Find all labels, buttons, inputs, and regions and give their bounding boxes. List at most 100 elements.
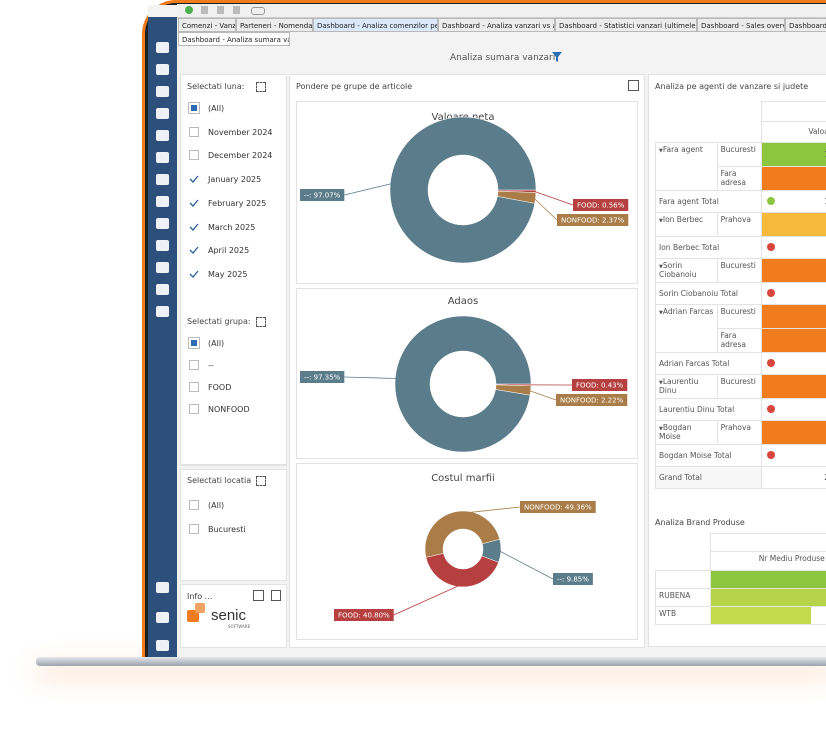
connector	[393, 584, 461, 616]
nav-icon[interactable]	[156, 108, 169, 119]
filter-label: April 2025	[208, 246, 250, 256]
filter-label: NONFOOD	[208, 405, 250, 414]
city-cell: Prahova	[716, 419, 763, 445]
info-title: Info ...	[187, 592, 213, 601]
nav-icon[interactable]	[156, 86, 169, 97]
connector	[344, 376, 398, 379]
filter-icon[interactable]	[552, 52, 562, 62]
status-dot	[767, 359, 776, 367]
tab[interactable]: Dashboard -	[785, 18, 826, 32]
filter-label: Bucuresti	[208, 525, 246, 534]
nav-icon[interactable]	[156, 218, 169, 229]
data-label-box	[300, 371, 345, 383]
tab[interactable]: Dashboard - Statistici vanzari (ultimele…	[555, 18, 697, 32]
tab[interactable]: Comenzi - Vanzari	[178, 18, 236, 32]
tab[interactable]: Dashboard - Sales overview	[697, 18, 785, 32]
brand-name: RUBENA	[659, 590, 691, 600]
panel-title: Analiza pe agenti de vanzare si judete	[655, 82, 809, 91]
nav-icon[interactable]	[156, 306, 169, 317]
tab[interactable]: Dashboard - Analiza vanzari vs adaos	[438, 18, 555, 32]
nav-icon[interactable]	[156, 284, 169, 295]
data-label: FOOD: 40.80%	[338, 612, 390, 620]
data-label: FOOD: 0.56%	[577, 202, 625, 210]
checkbox	[189, 360, 199, 370]
data-label: NONFOOD: 49.36%	[524, 504, 592, 512]
filter-label: (All)	[208, 339, 225, 348]
pivot-row: ▼Ion BerbecPrahova50	[655, 211, 826, 237]
data-label: FOOD: 0.43%	[576, 382, 624, 390]
nav-icon[interactable]	[156, 64, 169, 75]
toolbar-icon[interactable]	[185, 6, 193, 14]
data-label-box	[573, 199, 629, 211]
pivot-row: ▼Adrian Farcas Bucuresti	[655, 303, 826, 353]
panel-title: Analiza Brand Produse	[655, 518, 745, 527]
toolbar-icon[interactable]	[233, 6, 240, 14]
nav-icon[interactable]	[156, 152, 169, 163]
agent-name: Laurentiu Dinu	[659, 376, 699, 395]
filter-label: December 2024	[208, 151, 273, 161]
pivot-row: Fara adresa	[656, 165, 826, 191]
nav-icon[interactable]	[156, 42, 169, 53]
header-row	[656, 101, 826, 122]
tab[interactable]: Parteneri - Nomendator	[236, 18, 313, 32]
connector	[498, 550, 554, 580]
filter-title: Selectati grupa:	[187, 317, 251, 326]
nav-icon[interactable]	[156, 612, 169, 623]
connector	[528, 389, 557, 401]
checkbox	[189, 245, 199, 256]
nav-icon[interactable]	[156, 640, 169, 651]
tab[interactable]: Dashboard - Analiza comenzilor pe client…	[313, 18, 438, 32]
pivot-row: Sorin Ciobanoiu Total3	[655, 281, 826, 305]
agent-cell: ▼Laurentiu Dinu	[655, 373, 718, 399]
brand-bar-cell	[709, 569, 826, 589]
toolbar-icon[interactable]	[201, 6, 208, 14]
header-cell	[709, 533, 826, 552]
nav-icon[interactable]	[156, 240, 169, 251]
value-cell: 3	[761, 257, 826, 283]
brand-row: RUBENA	[655, 587, 826, 607]
pivot-row: ▼Sorin Ciobanoiu Bucuresti3	[655, 257, 826, 283]
agent-name: Adrian Farcas	[662, 306, 714, 316]
nav-icon[interactable]	[156, 130, 169, 141]
checkbox	[189, 221, 199, 232]
value-text: 2.09	[824, 473, 826, 482]
data-label-box	[334, 609, 394, 621]
expand-arrow: ▼	[659, 263, 663, 270]
total-label: Grand Total	[655, 465, 763, 489]
donut-slice	[424, 510, 501, 558]
agent-name: Sorin Ciobanoiu	[659, 260, 697, 279]
data-label: NONFOOD: 2.22%	[560, 397, 624, 405]
status-dot	[767, 405, 776, 413]
nav-icon[interactable]	[156, 582, 169, 593]
expand-icon	[256, 476, 266, 486]
logo-mark	[187, 610, 199, 622]
filter-label: February 2025	[208, 198, 267, 208]
data-label-box	[556, 394, 628, 406]
toolbar-icon[interactable]	[217, 6, 224, 14]
page-title: Analiza sumara vanzari	[450, 53, 556, 63]
city-cell: Bucuresti	[716, 373, 763, 399]
checkbox	[189, 404, 199, 414]
logo-text: senic	[211, 607, 247, 624]
brand-bar	[710, 588, 826, 606]
tab[interactable]: Dashboard - Analiza sumara vanzari	[178, 32, 290, 46]
filter-panel: Selectati grupa: (All) -- FOOD NONFOOD	[180, 311, 287, 465]
nav-icon[interactable]	[156, 174, 169, 185]
toolbar-icon[interactable]	[251, 7, 265, 15]
agent-name: Ion Berbec	[662, 214, 704, 224]
maximize-icon[interactable]	[271, 590, 281, 601]
city-cell: Bucuresti	[716, 257, 763, 283]
checkbox	[189, 500, 199, 510]
filter-label: FOOD	[208, 383, 232, 392]
connector	[533, 190, 574, 206]
expand-icon	[256, 82, 266, 92]
export-icon[interactable]	[253, 590, 264, 601]
value-cell	[761, 419, 826, 445]
value-text: 1.54	[824, 197, 826, 206]
pivot-row: ▼Laurentiu Dinu Bucuresti	[655, 373, 826, 399]
nav-icon[interactable]	[156, 196, 169, 207]
nav-icon[interactable]	[156, 262, 169, 273]
export-icon[interactable]	[628, 80, 639, 91]
city-cell: Fara adresa	[716, 327, 763, 353]
